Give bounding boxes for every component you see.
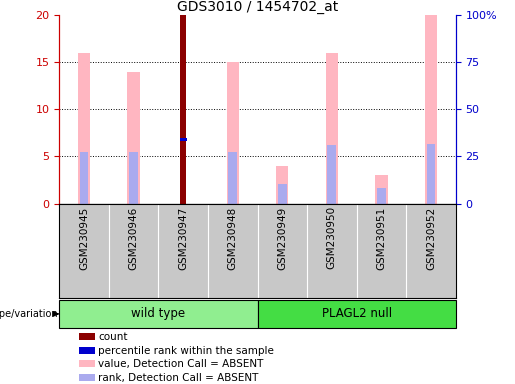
Text: GSM230952: GSM230952 [426,206,436,270]
Text: GSM230946: GSM230946 [129,206,139,270]
Text: GSM230945: GSM230945 [79,206,89,270]
Text: rank, Detection Call = ABSENT: rank, Detection Call = ABSENT [98,372,259,382]
Bar [79,152,89,204]
Text: GSM230951: GSM230951 [376,206,386,270]
Bar [127,72,140,204]
Text: PLAGL2 null: PLAGL2 null [321,308,392,320]
Bar [278,184,287,204]
Bar [375,175,388,204]
Text: genotype/variation: genotype/variation [0,309,58,319]
Bar [377,187,386,204]
Bar [78,53,90,204]
Text: GSM230949: GSM230949 [277,206,287,270]
Text: GSM230950: GSM230950 [327,206,337,270]
Bar [426,144,436,204]
Bar [328,145,336,204]
Bar [79,374,95,381]
Bar [228,152,237,204]
Bar [79,348,95,354]
Bar [180,138,187,141]
Bar [59,300,258,328]
Bar [325,53,338,204]
Text: wild type: wild type [131,308,185,320]
Bar [258,300,456,328]
Bar [276,166,288,204]
Text: count: count [98,332,128,342]
Title: GDS3010 / 1454702_at: GDS3010 / 1454702_at [177,0,338,14]
Bar [79,333,95,340]
Text: GSM230947: GSM230947 [178,206,188,270]
Bar [129,152,138,204]
Bar [425,15,437,204]
Text: percentile rank within the sample: percentile rank within the sample [98,346,274,356]
Text: value, Detection Call = ABSENT: value, Detection Call = ABSENT [98,359,264,369]
Bar [79,360,95,367]
Bar [180,15,186,204]
Bar [227,62,239,204]
Text: GSM230948: GSM230948 [228,206,238,270]
